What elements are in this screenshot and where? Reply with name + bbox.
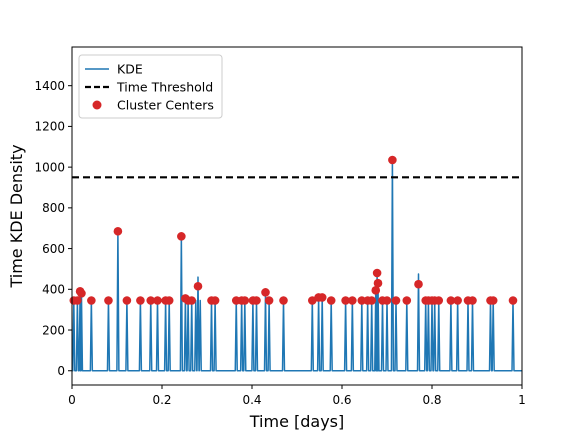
y-tick-label: 200 — [42, 323, 65, 337]
cluster-center-point — [373, 278, 383, 288]
cluster-center-point — [146, 296, 156, 305]
legend-cluster-label: Cluster Centers — [117, 98, 214, 113]
cluster-center-point — [446, 296, 456, 305]
cluster-center-point — [348, 296, 357, 305]
y-tick-label: 1200 — [34, 120, 65, 134]
cluster-center-point — [177, 232, 186, 241]
y-tick-label: 600 — [42, 242, 65, 256]
cluster-center-point — [372, 268, 382, 278]
cluster-center-point — [87, 296, 96, 305]
cluster-center-point — [261, 288, 270, 297]
cluster-center-point — [210, 296, 220, 305]
legend-frame — [78, 54, 223, 119]
cluster-center-point — [164, 296, 174, 305]
cluster-center-point — [193, 281, 203, 291]
y-axis-title: Time KDE Density — [7, 144, 26, 288]
x-tick-label: 0.4 — [242, 393, 261, 407]
y-tick-label: 1000 — [34, 160, 65, 174]
y-axis-ticks: 0 200 400 600 800 1000 1200 1400 — [34, 79, 72, 378]
cluster-center-point — [371, 286, 381, 295]
cluster-center-point — [122, 296, 132, 305]
cluster-center-point — [113, 226, 123, 236]
cluster-center-point — [508, 296, 518, 305]
x-tick-label: 0.2 — [152, 393, 171, 407]
axes-frame — [71, 46, 523, 386]
x-tick-label: 0.8 — [422, 393, 441, 407]
cluster-center-point — [317, 293, 327, 302]
cluster-center-point — [279, 296, 288, 305]
cluster-center-point — [402, 296, 412, 305]
cluster-center-point — [414, 279, 423, 289]
cluster-center-point — [73, 296, 82, 305]
y-tick-label: 1400 — [34, 79, 65, 93]
cluster-center-point — [488, 296, 498, 305]
cluster-center-point — [326, 296, 336, 305]
x-tick-label: 0 — [68, 393, 76, 407]
cluster-center-point — [153, 296, 162, 305]
plot-area — [69, 155, 522, 372]
kde-series-line — [72, 157, 522, 372]
cluster-center-point — [391, 296, 401, 305]
legend-kde-label: KDE — [117, 62, 143, 77]
cluster-center-point — [136, 296, 145, 305]
cluster-center-point — [388, 155, 397, 165]
legend-threshold-label: Time Threshold — [116, 80, 213, 95]
legend-cluster-dot-icon — [92, 100, 102, 110]
x-axis-title: Time [days] — [249, 412, 345, 431]
cluster-center-point — [264, 296, 274, 305]
cluster-center-point — [187, 296, 196, 305]
x-tick-label: 1 — [518, 393, 526, 407]
cluster-center-point — [382, 296, 392, 305]
y-tick-label: 400 — [42, 283, 65, 297]
cluster-center-point — [104, 296, 113, 305]
cluster-center-point — [77, 289, 86, 298]
cluster-center-point — [252, 296, 261, 305]
x-axis-ticks: 0 0.2 0.4 0.6 0.8 1 — [68, 385, 526, 407]
cluster-center-point — [434, 296, 444, 305]
y-tick-label: 0 — [57, 364, 65, 378]
cluster-center-point — [367, 296, 377, 305]
x-tick-label: 0.6 — [332, 393, 351, 407]
cluster-center-point — [468, 296, 477, 305]
y-tick-label: 800 — [42, 201, 65, 215]
cluster-center-point — [341, 296, 350, 305]
legend: KDE Time Threshold Cluster Centers — [78, 54, 223, 119]
cluster-center-point — [453, 296, 462, 305]
cluster-center-point — [240, 296, 250, 305]
